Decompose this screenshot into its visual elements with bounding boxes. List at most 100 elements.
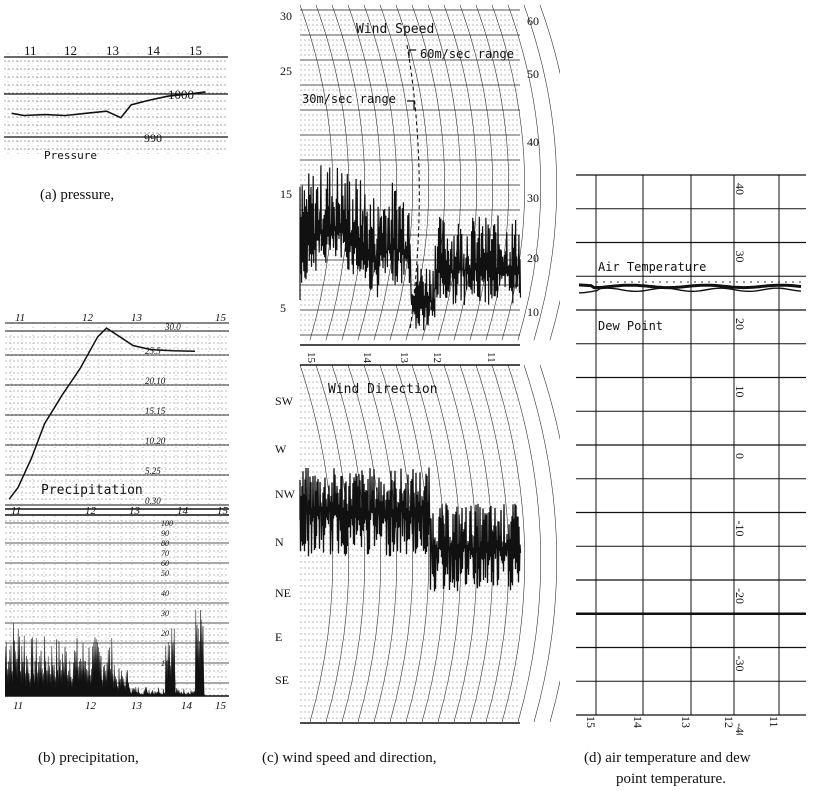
wind-speed-time-arc [347, 4, 381, 341]
pressure-x-tick: 14 [147, 43, 161, 58]
precipitation-label: Precipitation [41, 483, 143, 498]
wind-speed-right-y-label: 20 [527, 251, 539, 265]
wind-traces [299, 165, 522, 592]
wind-dir-time-arc [315, 364, 350, 723]
temp-x-tick: 14 [631, 716, 645, 728]
wind-speed-time-arc [539, 4, 560, 341]
wind-speed-right-y-label: 40 [527, 135, 539, 149]
precip-top-y-label: 30.0 [164, 322, 181, 332]
wind-dir-time-arc [347, 364, 382, 723]
wind-speed-left-y-label: 25 [280, 64, 292, 78]
wind-direction-trace [299, 467, 522, 592]
pressure-series-line [11, 91, 206, 119]
precip-top-x-tick: 12 [82, 312, 94, 324]
wind-speed-right-y-label: 10 [527, 305, 539, 319]
precip-top-y-label: 0.30 [145, 496, 161, 506]
pressure-x-tick: 15 [189, 43, 202, 58]
wind-dir-y-label: W [275, 442, 287, 456]
precip-bottom-y-label: 60 [161, 559, 169, 568]
air-temperature-line [578, 283, 802, 290]
pressure-x-tick: 11 [24, 43, 37, 58]
precip-top-x-tick: 11 [15, 312, 25, 324]
range-arrow-60 [408, 49, 416, 58]
wind-dir-y-label: NW [275, 487, 296, 501]
caption-b: (b) precipitation, [38, 750, 139, 766]
wind-dir-time-arc [363, 364, 398, 723]
wind-dir-time-arc [395, 364, 430, 723]
dew-point-line [579, 287, 802, 294]
wind-dir-y-label: SW [275, 394, 294, 408]
wind-speed-x-tick: 11 [485, 352, 497, 363]
wind-dir-y-label: SE [275, 673, 289, 687]
wind-dir-y-label: NE [275, 586, 291, 600]
wind-dir-time-arc [507, 364, 542, 723]
temperature-chart: 40 30 20 10 0 -10 -20 -30 -40 15 14 13 12 11 Air Temp… [576, 174, 806, 735]
wind-speed-time-arc [459, 4, 493, 341]
precip-bottom-y-label: 90 [161, 529, 169, 538]
annotation-60m: 60m/sec range [420, 47, 514, 61]
precip-bottom-y-label: 30 [160, 609, 169, 618]
dew-point-label: Dew Point [598, 319, 663, 333]
wind-dir-time-arc [539, 364, 560, 723]
temp-y-label: 40 [733, 183, 747, 195]
range-arrow-30 [407, 100, 415, 110]
precipitation-intensity-trace [5, 609, 206, 697]
precip-intensity-fill [5, 609, 206, 697]
pressure-y-label-990: 990 [144, 131, 162, 145]
precip-bottom-y-label: 70 [161, 549, 169, 558]
wind-speed-x-tick: 13 [398, 352, 410, 364]
air-temperature-label: Air Temperature [598, 260, 706, 274]
wind-speed-time-arc [379, 4, 413, 341]
precip-bottom-x-tick: 13 [131, 700, 143, 711]
pressure-grid [4, 53, 228, 155]
annotation-30m: 30m/sec range [302, 92, 396, 106]
precip-bottom-x-tick: 12 [85, 700, 97, 711]
wind-direction-label: Wind Direction [328, 382, 438, 397]
wind-speed-right-y-label: 30 [527, 191, 539, 205]
temp-x-tick: 15 [584, 716, 598, 728]
temp-x-tick: 12 [722, 716, 736, 728]
precip-mid-x-tick: 11 [11, 505, 21, 517]
wind-speed-right-y-label: 50 [527, 67, 539, 81]
temp-y-label: 20 [733, 318, 747, 330]
precip-bottom-y-label: 10 [161, 659, 169, 668]
wind-grid [299, 4, 560, 724]
precip-bottom-y-label: 20 [161, 629, 169, 638]
wind-dir-y-label: E [275, 630, 282, 644]
precip-bottom-y-label: 50 [161, 569, 169, 578]
precip-top-y-label: 10.20 [145, 436, 166, 446]
precipitation-chart: 11 12 13 15 30.0 25.5 20.10 15.15 10.20 5.25 0.30 1… [5, 312, 229, 711]
precip-mid-x-tick: 13 [129, 505, 141, 517]
caption-c: (c) wind speed and direction, [262, 750, 437, 766]
wind-range-dashed-line [406, 44, 420, 331]
precip-mid-x-tick: 14 [177, 505, 189, 517]
wind-speed-time-arc [331, 4, 365, 341]
caption-a: (a) pressure, [40, 187, 115, 203]
temp-y-label: 10 [733, 386, 747, 398]
wind-speed-time-arc [443, 4, 477, 341]
precipitation-cumulative-line [8, 327, 196, 500]
precipitation-grid [5, 322, 229, 697]
wind-speed-time-arc [523, 4, 557, 341]
wind-speed-left-y-label: 30 [280, 9, 292, 23]
precip-top-y-label: 20.10 [145, 376, 166, 386]
wind-speed-left-y-label: 5 [280, 301, 286, 315]
wind-speed-x-tick: 14 [361, 352, 373, 364]
temp-y-label: -30 [733, 656, 747, 672]
wind-dir-time-arc [331, 364, 366, 723]
temp-y-label: -10 [733, 521, 747, 537]
wind-speed-time-arc [427, 4, 461, 341]
wind-speed-time-arc [507, 4, 541, 341]
precip-top-x-tick: 15 [215, 312, 227, 324]
precip-top-y-label: 15.15 [145, 406, 166, 416]
precip-bottom-y-label: 80 [161, 539, 169, 548]
wind-chart: 30 25 15 5 60 50 40 30 20 10 15 14 13 12 11 SW W NW N NE E SE… [275, 4, 560, 724]
temp-y-label: -40 [733, 723, 747, 735]
temperature-grid [576, 174, 806, 716]
precip-bottom-y-label: 100 [161, 519, 173, 528]
temp-x-tick: 13 [679, 716, 693, 728]
precip-mid-x-tick: 12 [85, 505, 97, 517]
precip-top-y-label: 5.25 [145, 466, 161, 476]
temp-x-tick: 11 [767, 716, 781, 728]
